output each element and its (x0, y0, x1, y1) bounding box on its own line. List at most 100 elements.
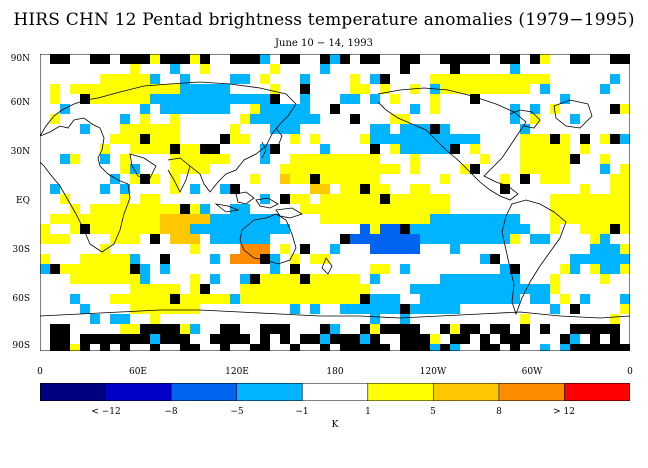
anomaly-cell (130, 304, 140, 314)
anomaly-cell (370, 54, 380, 64)
anomaly-cell (260, 114, 270, 124)
anomaly-cell (110, 214, 120, 224)
anomaly-cell (610, 54, 620, 64)
anomaly-cell (400, 264, 410, 274)
anomaly-cell (360, 284, 370, 294)
anomaly-cell (500, 334, 510, 344)
anomaly-cell (170, 294, 180, 304)
anomaly-cell (170, 104, 180, 114)
anomaly-cell (320, 284, 330, 294)
anomaly-cell (440, 274, 450, 284)
anomaly-cell (260, 94, 270, 104)
anomaly-cell (460, 334, 470, 344)
anomaly-cell (450, 64, 460, 74)
anomaly-cell (600, 254, 610, 264)
anomaly-cell (190, 214, 200, 224)
anomaly-cell (470, 214, 480, 224)
anomaly-cell (590, 214, 600, 224)
anomaly-cell (170, 184, 180, 194)
anomaly-cell (490, 284, 500, 294)
anomaly-cell (220, 154, 230, 164)
anomaly-cell (370, 314, 380, 324)
anomaly-cell (580, 224, 590, 234)
anomaly-cell (360, 174, 370, 184)
anomaly-cell (120, 164, 130, 174)
anomaly-cell (250, 214, 260, 224)
anomaly-cell (620, 164, 630, 174)
anomaly-cell (600, 264, 610, 274)
anomaly-cell (530, 294, 540, 304)
anomaly-cell (90, 54, 100, 64)
anomaly-cell (190, 104, 200, 114)
anomaly-cell (230, 214, 240, 224)
anomaly-cell (260, 154, 270, 164)
anomaly-cell (90, 94, 100, 104)
anomaly-cell (380, 264, 390, 274)
anomaly-cell (390, 164, 400, 174)
anomaly-cell (540, 144, 550, 154)
anomaly-cell (80, 224, 90, 234)
anomaly-cell (470, 324, 480, 334)
anomaly-cell (270, 64, 280, 74)
anomaly-cell (310, 274, 320, 284)
anomaly-cell (190, 294, 200, 304)
anomaly-cell (470, 94, 480, 104)
anomaly-cell (110, 274, 120, 284)
anomaly-cell (550, 174, 560, 184)
anomaly-cell (280, 324, 290, 334)
anomaly-cell (280, 274, 290, 284)
anomaly-cell (500, 284, 510, 294)
anomaly-cell (600, 344, 610, 351)
anomaly-cell (370, 274, 380, 284)
anomaly-cell (240, 54, 250, 64)
anomaly-cell (440, 234, 450, 244)
anomaly-cell (520, 224, 530, 234)
anomaly-cell (130, 264, 140, 274)
anomaly-cell (350, 154, 360, 164)
anomaly-cell (270, 124, 280, 134)
anomaly-cell (370, 324, 380, 334)
anomaly-cell (190, 274, 200, 284)
anomaly-cell (220, 294, 230, 304)
anomaly-cell (590, 224, 600, 234)
anomaly-cell (400, 344, 410, 351)
anomaly-cell (70, 204, 80, 214)
anomaly-cell (610, 254, 620, 264)
anomaly-cell (180, 84, 190, 94)
anomaly-cell (150, 334, 160, 344)
anomaly-cell (540, 324, 550, 334)
anomaly-cell (510, 74, 520, 84)
anomaly-cell (410, 104, 420, 114)
anomaly-cell (530, 114, 540, 124)
anomaly-cell (120, 294, 130, 304)
anomaly-cell (210, 214, 220, 224)
anomaly-cell (150, 94, 160, 104)
anomaly-cell (130, 284, 140, 294)
anomaly-cell (340, 344, 350, 351)
anomaly-cell (290, 274, 300, 284)
anomaly-cell (350, 334, 360, 344)
anomaly-cell (560, 134, 570, 144)
anomaly-cell (550, 214, 560, 224)
anomaly-cell (490, 234, 500, 244)
anomaly-cell (440, 204, 450, 214)
anomaly-cell (340, 174, 350, 184)
anomaly-cell (290, 54, 300, 64)
anomaly-cell (330, 204, 340, 214)
anomaly-cell (420, 304, 430, 314)
anomaly-cell (440, 174, 450, 184)
anomaly-cell (380, 324, 390, 334)
anomaly-cell (90, 274, 100, 284)
anomaly-cell (500, 264, 510, 274)
anomaly-cell (300, 74, 310, 84)
anomaly-cell (260, 214, 270, 224)
anomaly-cell (160, 214, 170, 224)
anomaly-cell (220, 344, 230, 351)
anomaly-cell (170, 334, 180, 344)
anomaly-cell (400, 194, 410, 204)
anomaly-cell (120, 204, 130, 214)
anomaly-cell (590, 234, 600, 244)
anomaly-cell (70, 274, 80, 284)
anomaly-cell (430, 344, 440, 351)
anomaly-cell (320, 294, 330, 304)
